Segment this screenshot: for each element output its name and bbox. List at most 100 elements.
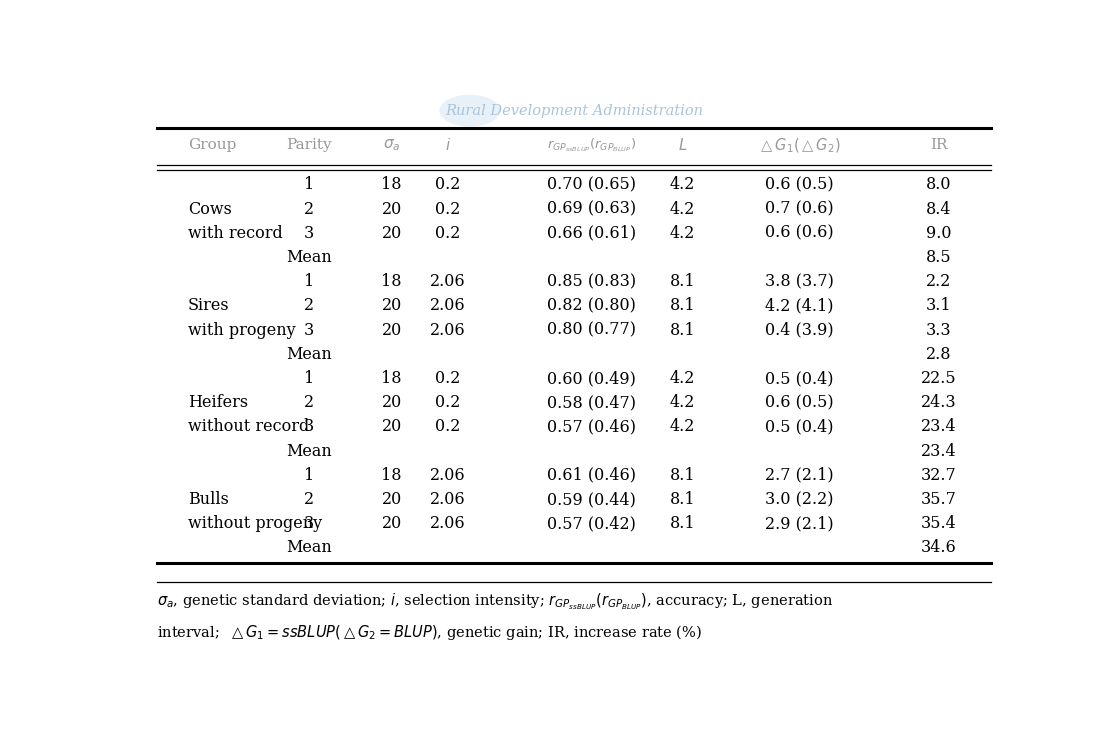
Text: Mean: Mean	[287, 249, 333, 266]
Text: 18: 18	[382, 370, 402, 387]
Text: 3: 3	[305, 322, 315, 339]
Text: 2.06: 2.06	[430, 322, 466, 339]
Text: 0.6 (0.5): 0.6 (0.5)	[765, 176, 834, 194]
Text: 4.2 (4.1): 4.2 (4.1)	[765, 297, 834, 314]
Text: 0.70 (0.65): 0.70 (0.65)	[547, 176, 636, 194]
Text: 8.1: 8.1	[670, 515, 696, 532]
Text: 8.1: 8.1	[670, 297, 696, 314]
Text: 3: 3	[305, 515, 315, 532]
Text: Mean: Mean	[287, 539, 333, 556]
Text: 2.06: 2.06	[430, 467, 466, 483]
Text: 20: 20	[382, 224, 402, 242]
Text: 0.6 (0.5): 0.6 (0.5)	[765, 394, 834, 411]
Text: 0.59 (0.44): 0.59 (0.44)	[547, 491, 636, 508]
Text: 0.2: 0.2	[436, 370, 460, 387]
Text: 9.0: 9.0	[926, 224, 951, 242]
Text: 4.2: 4.2	[670, 370, 696, 387]
Text: Group: Group	[188, 139, 236, 152]
Text: 0.4 (3.9): 0.4 (3.9)	[765, 322, 834, 339]
Text: 4.2: 4.2	[670, 419, 696, 435]
Text: with progeny: with progeny	[188, 322, 296, 339]
Text: $\sigma_a$, genetic standard deviation; $i$, selection intensity; $r_{GP_{ssBLUP: $\sigma_a$, genetic standard deviation; …	[157, 591, 833, 612]
Text: 22.5: 22.5	[921, 370, 956, 387]
Text: Cows: Cows	[188, 200, 232, 218]
Text: 2.8: 2.8	[926, 346, 951, 363]
Text: Mean: Mean	[287, 346, 333, 363]
Text: 0.57 (0.46): 0.57 (0.46)	[547, 419, 636, 435]
Text: 34.6: 34.6	[921, 539, 956, 556]
Text: 4.2: 4.2	[670, 200, 696, 218]
Text: 4.2: 4.2	[670, 176, 696, 194]
Text: 3.0 (2.2): 3.0 (2.2)	[765, 491, 834, 508]
Text: 0.58 (0.47): 0.58 (0.47)	[547, 394, 636, 411]
Text: 23.4: 23.4	[921, 419, 956, 435]
Text: Rural Development Administration: Rural Development Administration	[445, 104, 703, 117]
Ellipse shape	[439, 95, 501, 127]
Text: with record: with record	[188, 224, 282, 242]
Text: without record: without record	[188, 419, 309, 435]
Text: 3: 3	[305, 224, 315, 242]
Text: 2.06: 2.06	[430, 273, 466, 290]
Text: 0.80 (0.77): 0.80 (0.77)	[547, 322, 636, 339]
Text: $\triangle G_1(\triangle G_2)$: $\triangle G_1(\triangle G_2)$	[758, 136, 841, 154]
Text: 2: 2	[305, 297, 315, 314]
Text: 20: 20	[382, 491, 402, 508]
Text: 4.2: 4.2	[670, 224, 696, 242]
Text: 1: 1	[305, 273, 315, 290]
Text: IR: IR	[930, 139, 948, 152]
Text: 0.5 (0.4): 0.5 (0.4)	[765, 419, 834, 435]
Text: 4.2: 4.2	[670, 394, 696, 411]
Text: 20: 20	[382, 297, 402, 314]
Text: 0.2: 0.2	[436, 176, 460, 194]
Text: 0.5 (0.4): 0.5 (0.4)	[765, 370, 834, 387]
Text: 2.06: 2.06	[430, 491, 466, 508]
Text: 2.06: 2.06	[430, 297, 466, 314]
Text: 0.60 (0.49): 0.60 (0.49)	[547, 370, 636, 387]
Text: 2: 2	[305, 394, 315, 411]
Text: without progeny: without progeny	[188, 515, 321, 532]
Text: 3.1: 3.1	[926, 297, 951, 314]
Text: 2: 2	[305, 491, 315, 508]
Text: 0.2: 0.2	[436, 224, 460, 242]
Text: 8.1: 8.1	[670, 273, 696, 290]
Text: Heifers: Heifers	[188, 394, 248, 411]
Text: 3: 3	[305, 419, 315, 435]
Text: $r_{GP_{ssBLUP}}(r_{GP_{BLUP}})$: $r_{GP_{ssBLUP}}(r_{GP_{BLUP}})$	[547, 136, 636, 154]
Text: 8.4: 8.4	[926, 200, 951, 218]
Text: 3.8 (3.7): 3.8 (3.7)	[765, 273, 834, 290]
Text: 0.69 (0.63): 0.69 (0.63)	[547, 200, 636, 218]
Text: 1: 1	[305, 467, 315, 483]
Text: 8.5: 8.5	[926, 249, 951, 266]
Text: 0.2: 0.2	[436, 200, 460, 218]
Text: 20: 20	[382, 322, 402, 339]
Text: 2.9 (2.1): 2.9 (2.1)	[765, 515, 834, 532]
Text: 35.4: 35.4	[921, 515, 956, 532]
Text: 8.1: 8.1	[670, 491, 696, 508]
Text: $L$: $L$	[678, 138, 688, 154]
Text: 20: 20	[382, 419, 402, 435]
Text: 0.61 (0.46): 0.61 (0.46)	[547, 467, 636, 483]
Text: 8.1: 8.1	[670, 322, 696, 339]
Text: 3.3: 3.3	[926, 322, 951, 339]
Text: Parity: Parity	[287, 139, 332, 152]
Text: 23.4: 23.4	[921, 443, 956, 459]
Text: 18: 18	[382, 176, 402, 194]
Text: 0.7 (0.6): 0.7 (0.6)	[765, 200, 834, 218]
Text: 35.7: 35.7	[921, 491, 956, 508]
Text: 32.7: 32.7	[921, 467, 956, 483]
Text: 0.66 (0.61): 0.66 (0.61)	[547, 224, 636, 242]
Text: Sires: Sires	[188, 297, 230, 314]
Text: 1: 1	[305, 176, 315, 194]
Text: Mean: Mean	[287, 443, 333, 459]
Text: interval;  $\triangle G_1=ssBLUP(\triangle G_2=BLUP)$, genetic gain; IR, increas: interval; $\triangle G_1=ssBLUP(\triangl…	[157, 623, 702, 642]
Text: 1: 1	[305, 370, 315, 387]
Text: 2: 2	[305, 200, 315, 218]
Text: 8.1: 8.1	[670, 467, 696, 483]
Text: 2.2: 2.2	[926, 273, 951, 290]
Text: 18: 18	[382, 273, 402, 290]
Text: Bulls: Bulls	[188, 491, 228, 508]
Text: 0.6 (0.6): 0.6 (0.6)	[765, 224, 834, 242]
Text: 20: 20	[382, 515, 402, 532]
Text: 20: 20	[382, 200, 402, 218]
Text: 2.06: 2.06	[430, 515, 466, 532]
